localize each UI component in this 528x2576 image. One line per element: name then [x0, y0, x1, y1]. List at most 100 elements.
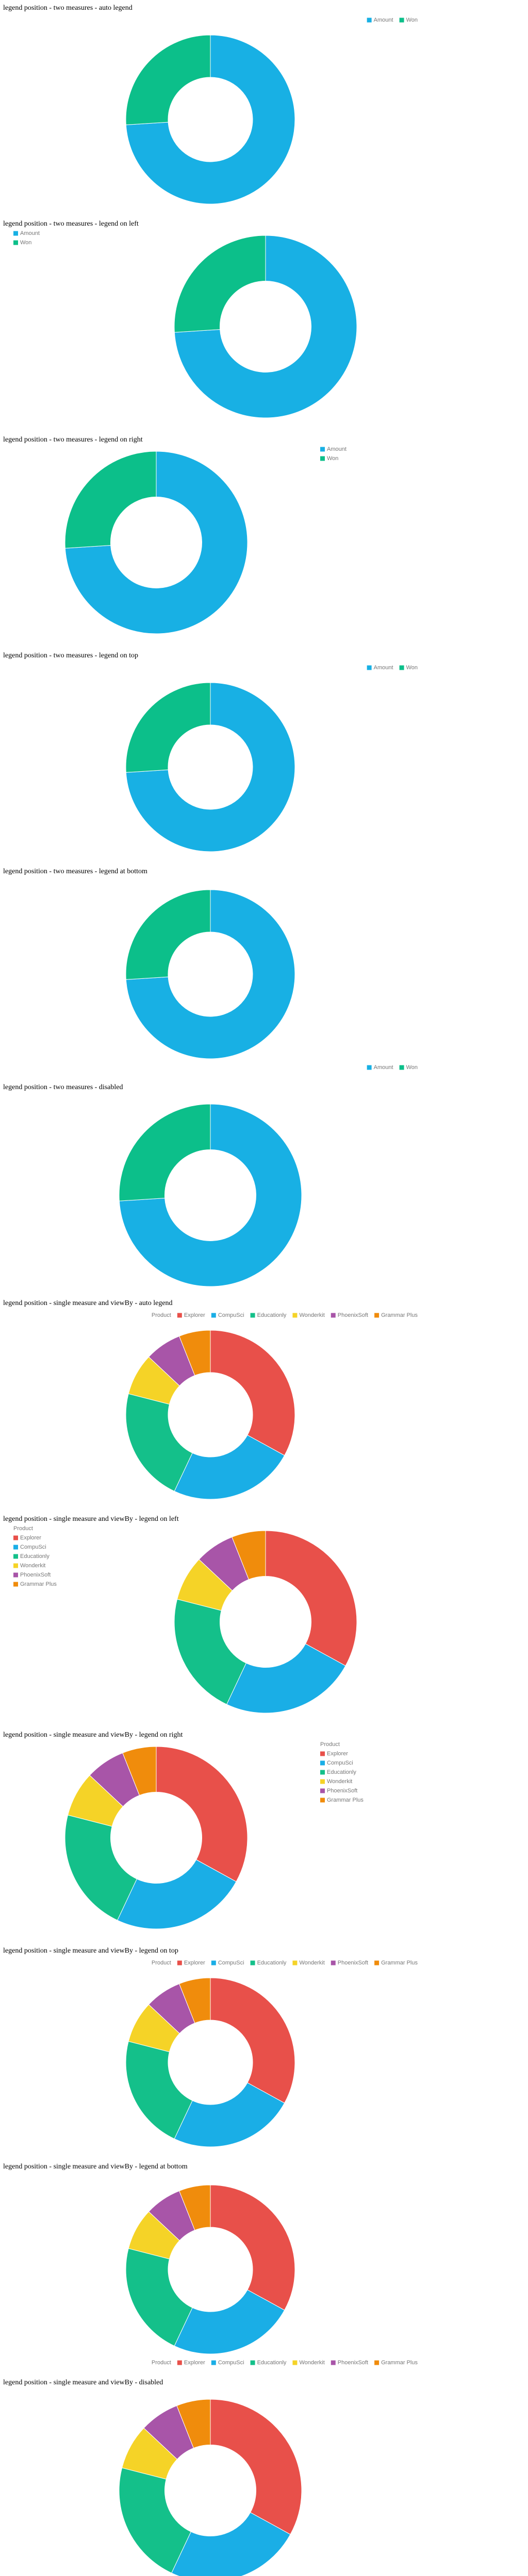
- legend-label: Won: [406, 665, 418, 671]
- legend: Product Explorer CompuSci Educationly Wonder…: [320, 1741, 364, 1803]
- legend-title: Product: [152, 1312, 171, 1318]
- donut-segment: [226, 1643, 346, 1714]
- donut-segment: [64, 451, 157, 549]
- donut-segment: [125, 2248, 193, 2347]
- legend-swatch: [320, 1779, 325, 1784]
- legend-title: Product: [320, 1741, 340, 1748]
- chart-title: legend position - single measure and vie…: [3, 1515, 179, 1523]
- donut-segment: [64, 451, 248, 634]
- chart-title: legend position - two measures - auto le…: [3, 4, 133, 12]
- donut-segment: [174, 235, 266, 333]
- legend-label: Educationly: [257, 1960, 287, 1966]
- legend-label: Wonderkit: [327, 1778, 352, 1785]
- donut-segment: [125, 682, 295, 852]
- legend-swatch: [399, 1065, 404, 1070]
- donut-segment: [174, 1434, 285, 1500]
- legend: Product Explorer CompuSci Educationly Wonder…: [152, 2360, 418, 2366]
- legend-label: CompuSci: [327, 1760, 353, 1766]
- legend-label: PhoenixSoft: [338, 1312, 368, 1318]
- legend-swatch: [292, 1960, 298, 1965]
- legend-label: Wonderkit: [299, 1960, 324, 1966]
- donut-segment: [178, 1977, 211, 2024]
- legend-label: Amount: [374, 1064, 393, 1071]
- donut-segment: [119, 1104, 302, 1287]
- legend-title: Product: [152, 1960, 171, 1966]
- legend: Amount Won: [367, 665, 418, 671]
- chart-title: legend position - single measure and vie…: [3, 1731, 183, 1739]
- legend-title: Product: [152, 2360, 171, 2366]
- legend-label: Amount: [327, 446, 346, 452]
- chart: legend position - two measures - auto le…: [3, 4, 418, 205]
- legend: Amount Won: [320, 446, 346, 462]
- donut-segment: [174, 2289, 285, 2354]
- legend-label: PhoenixSoft: [327, 1788, 357, 1794]
- donut-segment: [125, 35, 295, 205]
- chart-title: legend position - single measure and vie…: [3, 1299, 173, 1307]
- legend-label: Wonderkit: [20, 1563, 45, 1569]
- donut-segment: [232, 1530, 266, 1580]
- legend-swatch: [320, 1770, 325, 1775]
- legend-swatch: [13, 240, 18, 245]
- legend-swatch: [367, 665, 372, 670]
- donut-segment: [122, 1746, 157, 1796]
- legend-swatch: [399, 18, 404, 23]
- donut-segment: [117, 1859, 237, 1929]
- chart: legend position - single measure and vie…: [3, 2379, 302, 2576]
- legend-swatch: [320, 447, 325, 452]
- chart: legend position - two measures - legend …: [3, 652, 418, 852]
- legend-label: Explorer: [327, 1751, 348, 1757]
- legend-swatch: [399, 665, 404, 670]
- legend-swatch: [13, 1535, 18, 1540]
- chart: legend position - single measure and vie…: [3, 1731, 364, 1929]
- chart: legend position - single measure and vie…: [3, 1299, 418, 1500]
- legend-label: Amount: [374, 665, 393, 671]
- chart: legend position - two measures - disable…: [3, 1083, 302, 1287]
- legend-label: Educationly: [20, 1553, 50, 1560]
- donut-segment: [125, 1393, 193, 1492]
- legend-label: Explorer: [20, 1535, 41, 1541]
- donut-segment: [119, 2467, 191, 2573]
- chart: legend position - two measures - legend …: [3, 436, 346, 634]
- legend-label: Grammar Plus: [381, 1960, 418, 1966]
- legend-swatch: [374, 1960, 380, 1965]
- legend-swatch: [250, 1960, 255, 1965]
- chart-title: legend position - two measures - legend …: [3, 220, 139, 228]
- legend-label: CompuSci: [20, 1544, 46, 1550]
- legend-swatch: [13, 1572, 18, 1578]
- donut-segment: [125, 682, 211, 773]
- legend-title: Product: [13, 1526, 33, 1532]
- legend-swatch: [13, 1554, 18, 1559]
- chart: legend position - single measure and vie…: [3, 1947, 418, 2147]
- legend-label: Won: [406, 1064, 418, 1071]
- legend: Product Explorer CompuSci Educationly Wonder…: [152, 1312, 418, 1318]
- legend-swatch: [331, 1960, 336, 1965]
- legend-label: Educationly: [327, 1769, 356, 1775]
- legend-swatch: [211, 1960, 216, 1965]
- chart-title: legend position - single measure and vie…: [3, 1947, 178, 1955]
- legend-swatch: [320, 1798, 325, 1803]
- chart: legend position - two measures - legend …: [3, 220, 357, 418]
- chart-title: legend position - two measures - disable…: [3, 1083, 123, 1091]
- chart: legend position - two measures - legend …: [3, 868, 418, 1071]
- legend-swatch: [292, 1313, 298, 1318]
- legend-swatch: [211, 2360, 216, 2365]
- legend-swatch: [320, 1751, 325, 1756]
- donut-segment: [174, 235, 357, 418]
- legend-swatch: [292, 2360, 298, 2365]
- legend-label: Won: [20, 240, 31, 246]
- legend: Product Explorer CompuSci Educationly Wonder…: [13, 1526, 57, 1587]
- chart-title: legend position - single measure and vie…: [3, 2163, 188, 2171]
- legend-label: CompuSci: [218, 1960, 244, 1966]
- donut-segment: [176, 2399, 211, 2449]
- legend-label: CompuSci: [218, 2360, 244, 2366]
- legend-label: Explorer: [184, 2360, 205, 2366]
- legend-swatch: [374, 2360, 380, 2365]
- legend-label: PhoenixSoft: [20, 1572, 51, 1578]
- donut-segment: [178, 2184, 211, 2231]
- legend-label: Grammar Plus: [381, 1312, 418, 1318]
- legend-swatch: [13, 1545, 18, 1550]
- chart: legend position - single measure and vie…: [3, 2163, 418, 2366]
- legend-label: PhoenixSoft: [338, 1960, 368, 1966]
- legend-label: Wonderkit: [299, 2360, 324, 2366]
